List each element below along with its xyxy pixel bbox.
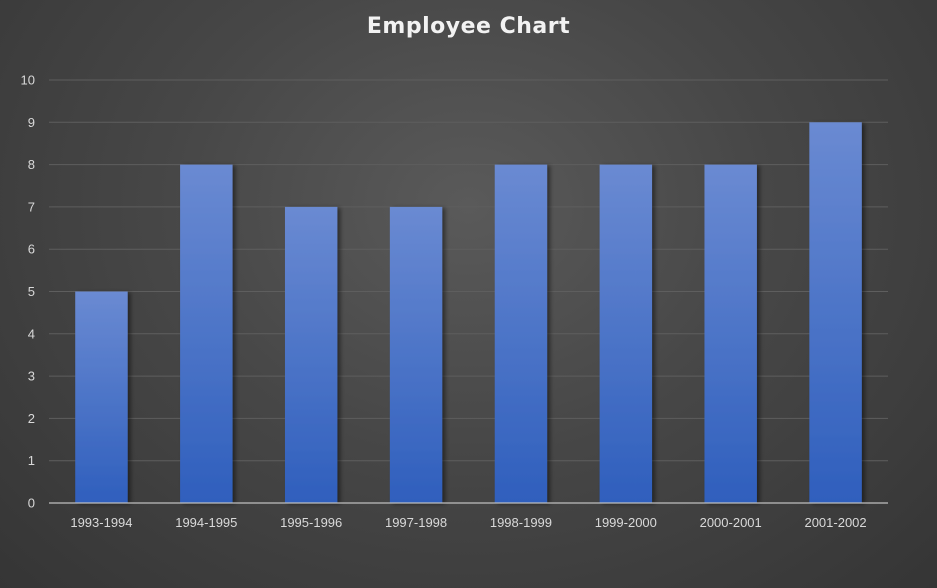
y-tick-label: 5 [28, 284, 35, 299]
y-tick-label: 4 [28, 326, 35, 341]
x-tick-label: 2000-2001 [700, 515, 762, 530]
bar-1995-1996 [284, 206, 338, 503]
bar-2001-2002 [809, 122, 862, 504]
bars [75, 122, 862, 504]
bar-1998-1999 [494, 164, 548, 503]
bar-1999-2000 [599, 164, 653, 503]
grid-lines [49, 79, 888, 462]
y-tick-label: 1 [28, 453, 35, 468]
x-axis-tick-labels: 1993-1994 1994-1995 1995-1996 1997-1998 1998… [70, 515, 866, 530]
y-tick-label: 9 [28, 115, 35, 130]
y-tick-label: 0 [28, 496, 35, 511]
x-tick-label: 1997-1998 [385, 515, 447, 530]
bar-2000-2001 [704, 164, 757, 503]
chart-title: Employee Chart [366, 14, 571, 39]
y-tick-label: 2 [28, 411, 35, 426]
bar-1994-1995 [180, 164, 233, 503]
y-tick-label: 6 [28, 242, 35, 257]
x-tick-label: 1993-1994 [70, 515, 132, 530]
y-tick-label: 8 [28, 157, 35, 172]
x-tick-label: 2001-2002 [804, 515, 866, 530]
y-tick-label: 10 [21, 73, 35, 88]
y-axis-tick-labels: 0 1 2 3 4 5 6 7 8 9 10 [21, 73, 35, 511]
x-tick-label: 1994-1995 [175, 515, 237, 530]
y-tick-label: 7 [28, 199, 35, 214]
x-tick-label: 1998-1999 [490, 515, 552, 530]
x-tick-label: 1999-2000 [595, 515, 657, 530]
bar-1993-1994 [75, 291, 128, 503]
y-tick-label: 3 [28, 369, 35, 384]
bar-1997-1998 [389, 206, 443, 503]
x-tick-label: 1995-1996 [280, 515, 342, 530]
